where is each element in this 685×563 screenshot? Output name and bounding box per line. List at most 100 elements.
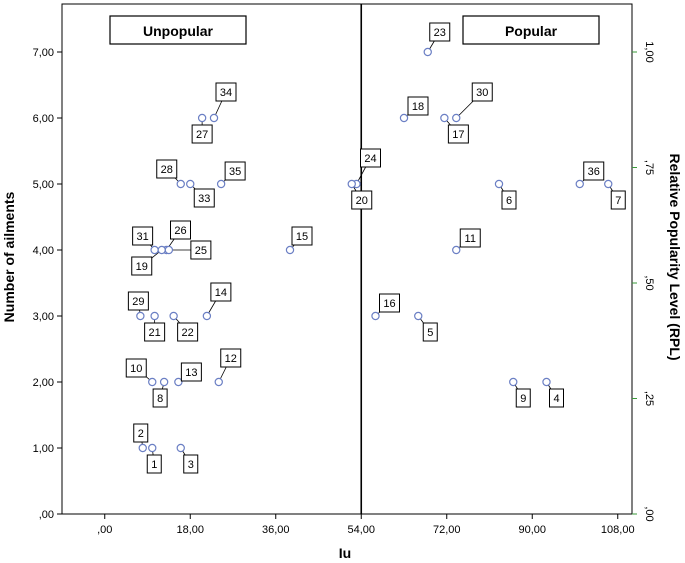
point-label: 34 [220, 87, 232, 99]
data-point [414, 311, 423, 321]
point-label-box [583, 161, 605, 181]
point-label-box [407, 96, 429, 116]
x-tick-label: 90,00 [518, 524, 546, 536]
data-point [169, 311, 178, 321]
data-point [509, 377, 518, 387]
point-label: 27 [196, 129, 208, 141]
point-label-box [132, 226, 154, 246]
point-label: 6 [506, 195, 512, 207]
point-label: 5 [427, 327, 433, 339]
data-points [136, 47, 613, 453]
point-label-box [127, 291, 149, 311]
point-label-box [125, 358, 147, 378]
point-label-box [215, 82, 237, 102]
data-point [138, 443, 147, 453]
region-label-box [462, 15, 600, 45]
point-label: 12 [225, 353, 237, 365]
data-point [214, 377, 223, 387]
point-label-box [360, 148, 381, 168]
data-point [347, 179, 356, 189]
data-point [440, 113, 449, 123]
point-label: 33 [198, 193, 210, 205]
data-point [164, 245, 174, 255]
point-label-box [224, 161, 246, 181]
point-label: 36 [588, 166, 600, 178]
x-axis-title: Iu [339, 545, 351, 561]
y-tick-label: 7,00 [33, 47, 54, 59]
data-point [452, 113, 461, 123]
point-label: 17 [452, 129, 464, 141]
region-label-unpopular: Unpopular [143, 23, 214, 39]
point-label: 21 [149, 327, 161, 339]
point-label-box [133, 423, 149, 443]
y2-axis-title: Relative Popularity Level (RPL) [667, 154, 683, 361]
point-label: 7 [615, 195, 621, 207]
data-point [157, 245, 166, 255]
y-tick-label: 2,00 [33, 377, 54, 389]
y-axis-title: Number of ailments [1, 191, 17, 322]
region-label-box [109, 15, 247, 45]
data-point [399, 113, 409, 123]
data-point [542, 377, 551, 387]
data-point [150, 245, 159, 255]
data-point [604, 179, 613, 189]
point-label-box [183, 454, 199, 474]
point-label-box [379, 293, 400, 313]
y2-tick-label: ,50 [643, 275, 655, 290]
point-label-box [156, 159, 178, 179]
data-point [285, 245, 295, 255]
data-point [150, 311, 159, 321]
point-label-box [549, 388, 564, 408]
y2-tick-label: ,25 [643, 391, 655, 406]
y2-tick-label: ,00 [643, 506, 655, 521]
point-label: 16 [383, 298, 395, 310]
data-point [575, 179, 584, 189]
x-tick-label: 108,00 [601, 524, 635, 536]
point-label: 25 [195, 245, 207, 257]
point-label: 29 [132, 296, 144, 308]
point-label-box [190, 240, 212, 260]
x-tick-label: 54,00 [347, 524, 375, 536]
x-tick-label: 36,00 [262, 524, 290, 536]
point-label-box [210, 282, 232, 302]
x-tick-label: 18,00 [176, 524, 204, 536]
data-point [176, 179, 185, 189]
plot-border [61, 3, 633, 515]
data-point [423, 47, 432, 57]
point-label-box [144, 322, 166, 342]
point-label-box [471, 82, 493, 102]
data-point [371, 311, 380, 321]
data-point [209, 113, 219, 123]
point-label: 13 [185, 367, 197, 379]
point-label-box [220, 348, 242, 368]
data-point [494, 179, 504, 189]
point-label: 22 [182, 327, 194, 339]
point-label-box [422, 322, 438, 342]
point-label: 9 [520, 393, 526, 405]
y-tick-label: 1,00 [33, 443, 54, 455]
data-point [202, 311, 212, 321]
point-label: 18 [412, 101, 424, 113]
point-label-box [429, 22, 451, 42]
y-tick-label: 3,00 [33, 311, 54, 323]
data-point [216, 179, 226, 189]
point-label: 31 [137, 231, 149, 243]
data-point [186, 179, 195, 189]
data-point [197, 113, 207, 123]
point-label-box [501, 190, 517, 210]
point-label: 20 [356, 195, 368, 207]
point-label-box [177, 322, 199, 342]
x-tick-label: 72,00 [433, 524, 461, 536]
point-label-box [191, 124, 213, 144]
point-label: 15 [296, 231, 308, 243]
x-axis: ,00 18,00 36,00 54,00 72,00 90,00 108,00 [97, 514, 635, 536]
point-label-box [152, 388, 168, 408]
point-label: 3 [188, 459, 194, 471]
data-point [136, 311, 145, 321]
point-label: 19 [136, 261, 148, 273]
data-point [148, 377, 157, 387]
point-label-box [447, 124, 469, 144]
point-label: 23 [434, 27, 446, 39]
